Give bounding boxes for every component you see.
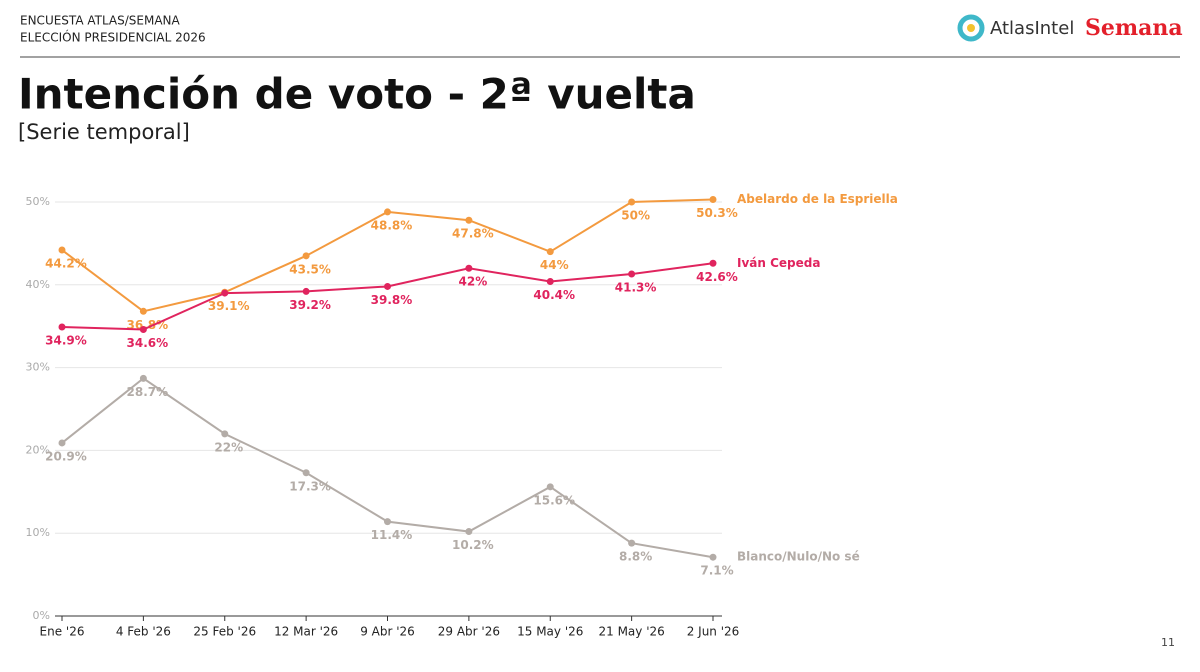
title: Intención de voto - 2ª vuelta bbox=[18, 70, 696, 119]
point bbox=[58, 323, 66, 331]
value-label: 42.6% bbox=[696, 270, 738, 284]
point bbox=[546, 277, 554, 285]
x-tick-label: 29 Abr '26 bbox=[438, 625, 500, 639]
point bbox=[302, 287, 310, 295]
point bbox=[221, 289, 229, 297]
legend-label: Blanco/Nulo/No sé bbox=[737, 550, 860, 564]
kicker: ENCUESTA ATLAS/SEMANA bbox=[20, 14, 181, 28]
value-label: 28.7% bbox=[127, 385, 169, 399]
x-tick-label: 12 Mar '26 bbox=[274, 625, 338, 639]
value-label: 42% bbox=[459, 275, 488, 289]
value-label: 44.2% bbox=[45, 257, 87, 271]
y-tick-label: 30% bbox=[26, 361, 50, 374]
point bbox=[465, 216, 473, 224]
value-label: 34.9% bbox=[45, 334, 87, 348]
value-label: 20.9% bbox=[45, 449, 87, 463]
point bbox=[628, 539, 636, 547]
point bbox=[546, 483, 554, 491]
point bbox=[628, 198, 636, 206]
point bbox=[546, 248, 554, 256]
x-tick-label: 9 Abr '26 bbox=[360, 625, 415, 639]
value-label: 44% bbox=[540, 258, 569, 272]
atlas-icon-center bbox=[967, 24, 975, 32]
y-tick-label: 40% bbox=[26, 278, 50, 291]
x-tick-label: Ene '26 bbox=[40, 625, 85, 639]
legend-label: Abelardo de la Espriella bbox=[737, 192, 898, 206]
point bbox=[58, 246, 66, 254]
x-tick-label: 25 Feb '26 bbox=[193, 625, 256, 639]
subtitle: [Serie temporal] bbox=[18, 120, 190, 144]
point bbox=[139, 374, 147, 382]
value-label: 34.6% bbox=[127, 336, 169, 350]
x-tick-label: 2 Jun '26 bbox=[687, 625, 740, 639]
point bbox=[384, 208, 391, 216]
value-label: 50% bbox=[621, 209, 650, 223]
value-label: 41.3% bbox=[615, 281, 657, 295]
value-label: 39.1% bbox=[208, 299, 250, 313]
y-tick-label: 0% bbox=[33, 609, 50, 622]
y-tick-label: 20% bbox=[26, 443, 50, 456]
point bbox=[221, 430, 229, 438]
x-tick-label: 4 Feb '26 bbox=[116, 625, 171, 639]
x-tick-label: 15 May '26 bbox=[517, 625, 583, 639]
point bbox=[384, 518, 391, 526]
point bbox=[628, 270, 636, 278]
value-label: 10.2% bbox=[452, 538, 494, 552]
value-label: 50.3% bbox=[696, 206, 738, 220]
logo-semana: Semana bbox=[1085, 15, 1183, 41]
value-label: 47.8% bbox=[452, 227, 494, 241]
value-label: 7.1% bbox=[700, 564, 733, 578]
x-tick-label: 21 May '26 bbox=[598, 625, 664, 639]
y-tick-label: 50% bbox=[26, 195, 50, 208]
value-label: 22% bbox=[214, 440, 243, 454]
subkicker: ELECCIÓN PRESIDENCIAL 2026 bbox=[20, 30, 206, 45]
point bbox=[709, 259, 717, 267]
legend-label: Iván Cepeda bbox=[737, 256, 820, 270]
point bbox=[384, 282, 391, 290]
point bbox=[709, 196, 717, 204]
point bbox=[465, 264, 473, 272]
value-label: 36.8% bbox=[127, 318, 169, 332]
point bbox=[302, 252, 310, 260]
value-label: 48.8% bbox=[371, 218, 413, 232]
point bbox=[709, 553, 717, 561]
point bbox=[302, 469, 310, 477]
value-label: 17.3% bbox=[289, 479, 331, 493]
value-label: 8.8% bbox=[619, 550, 652, 564]
value-label: 43.5% bbox=[289, 262, 331, 276]
point bbox=[465, 528, 473, 536]
y-tick-label: 10% bbox=[26, 526, 50, 539]
value-label: 11.4% bbox=[371, 528, 413, 542]
page-number: 11 bbox=[1161, 636, 1175, 649]
logo-atlas: AtlasIntel bbox=[990, 18, 1074, 39]
value-label: 39.2% bbox=[289, 298, 331, 312]
value-label: 15.6% bbox=[533, 493, 575, 507]
value-label: 39.8% bbox=[371, 293, 413, 307]
atlas-icon bbox=[957, 14, 985, 42]
value-label: 40.4% bbox=[533, 288, 575, 302]
point bbox=[139, 307, 147, 315]
point bbox=[139, 326, 147, 334]
point bbox=[58, 439, 66, 447]
